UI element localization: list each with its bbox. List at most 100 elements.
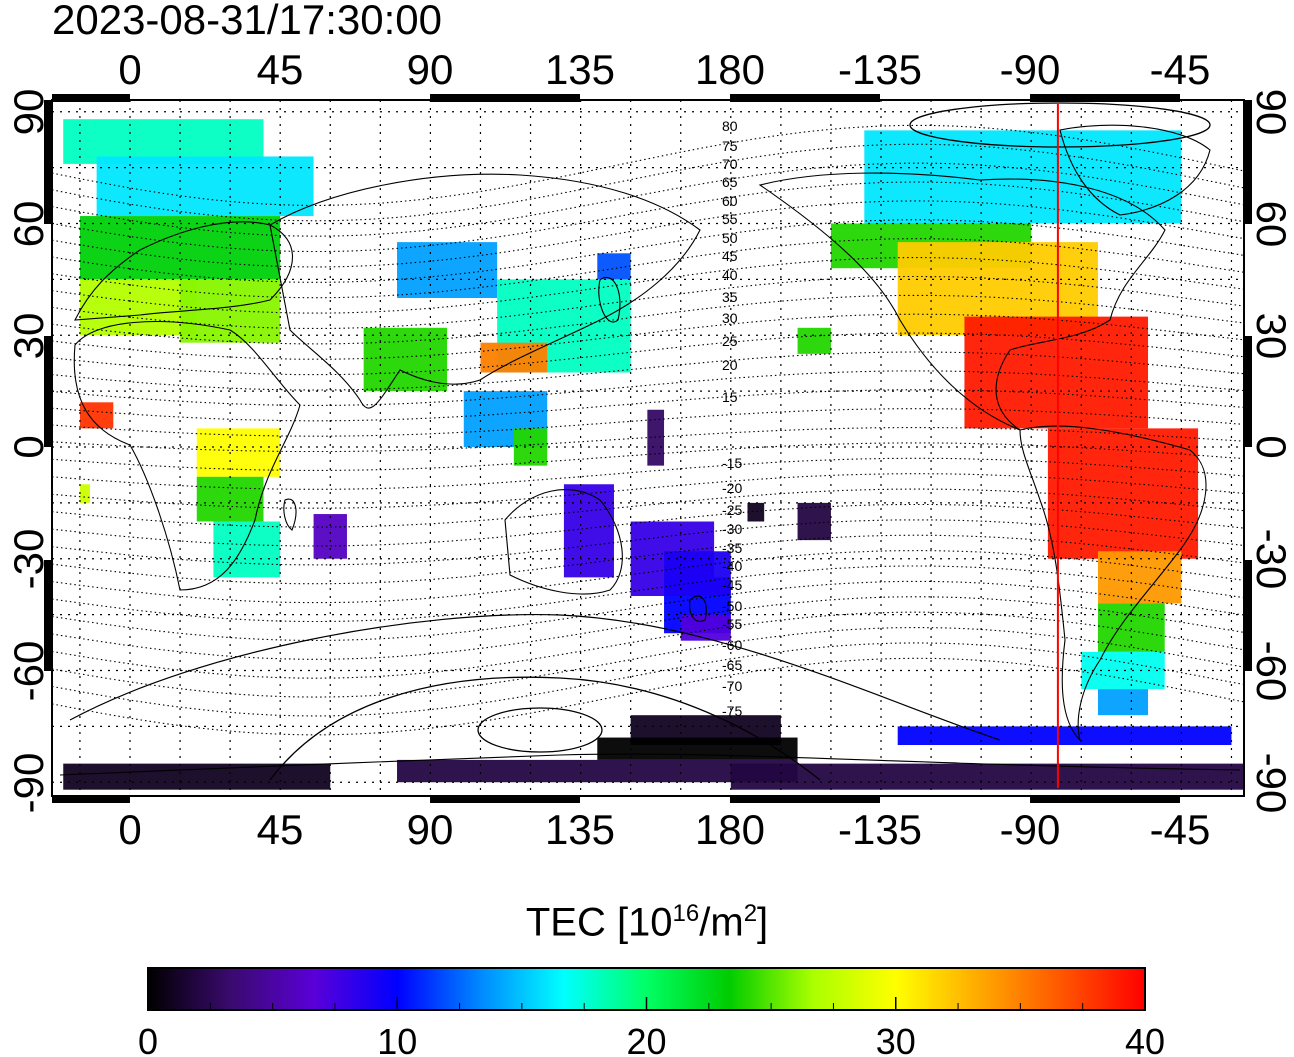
lat-tick-right: 90 (1248, 89, 1294, 136)
magnetic-contour (52, 257, 1244, 314)
lon-tick-top: 0 (118, 46, 141, 93)
lon-tick-bottom: 90 (407, 806, 454, 853)
tec-patch (1097, 551, 1182, 604)
colorbar-tick-label: 0 (138, 1021, 158, 1057)
tec-patch (747, 502, 765, 522)
contour-label: -55 (722, 616, 742, 632)
magnetic-contour (52, 370, 1244, 406)
map-frame (51, 99, 1245, 797)
contour-label: 40 (722, 267, 738, 283)
contour-label: 25 (722, 333, 738, 349)
lon-tick-top: 90 (407, 46, 454, 93)
coastline-australia (504, 489, 623, 595)
magnetic-contour (52, 442, 1244, 471)
contour-label: -35 (722, 540, 742, 556)
lon-tick-bottom: -135 (838, 806, 922, 853)
axis-bars (44, 94, 1252, 803)
lat-tick-right: 30 (1248, 313, 1294, 360)
lon-ticks-top: 0 45 90 135 180 -135 -90 -45 (118, 46, 1210, 93)
tec-patch (664, 551, 731, 596)
contour-label: 50 (722, 230, 738, 246)
top-axis-bar (52, 94, 130, 102)
lat-tick-left: -90 (5, 753, 52, 814)
tec-patch (480, 342, 548, 373)
lon-tick-bottom: 45 (257, 806, 304, 853)
north-pole-contour (909, 102, 1211, 148)
tec-patch (313, 514, 347, 559)
graticule (52, 100, 1244, 796)
lat-tick-left: -60 (5, 641, 52, 702)
magnetic-contour (52, 503, 1244, 547)
lon-ticks-bottom: 0 45 90 135 180 -135 -90 -45 (118, 806, 1210, 853)
contour-label: 55 (722, 211, 738, 227)
tec-patch (797, 327, 831, 354)
magnetic-contour (52, 332, 1244, 376)
magnetic-contour (52, 219, 1244, 283)
tec-patch (213, 521, 281, 578)
top-axis-bar (730, 94, 880, 102)
magnetic-contour (52, 519, 1244, 566)
colorbar-tick-label: 40 (1125, 1021, 1165, 1057)
south-pole-contour-inner (477, 707, 603, 753)
contour-label: -25 (722, 502, 742, 518)
colorbar-tick-label: 30 (876, 1021, 916, 1057)
contour-label: 15 (722, 389, 738, 405)
lat-tick-left: 0 (5, 435, 52, 458)
colorbar-title: TEC [1016/m2] (525, 900, 769, 945)
left-axis-bar (44, 336, 52, 447)
magnetic-contour (52, 473, 1244, 509)
magnetic-contour (52, 627, 1244, 698)
lat-tick-right: 0 (1248, 435, 1294, 458)
lat-tick-right: -90 (1248, 753, 1294, 814)
coastline-new-zealand (689, 595, 707, 622)
tec-patch (363, 327, 448, 392)
tec-patch (63, 763, 331, 790)
tec-patch (563, 484, 614, 578)
contour-label: 70 (722, 156, 738, 172)
tec-patch (1097, 689, 1149, 716)
lat-tick-right: 60 (1248, 201, 1294, 248)
lon-tick-top: 135 (545, 46, 615, 93)
magnetic-contour (52, 275, 1244, 330)
magnetic-contours (52, 102, 1244, 781)
coastline-south-america (1019, 425, 1207, 742)
south-pole-contour-outer (269, 676, 821, 781)
lat-tick-right: -30 (1248, 529, 1294, 590)
magnetic-contour (52, 181, 1244, 253)
lon-tick-top: -90 (1000, 46, 1061, 93)
coastline-north-america (758, 172, 1166, 431)
timestamp: 2023-08-31/17:30:00 (52, 0, 442, 43)
magnetic-contour (52, 200, 1244, 268)
contour-label: -50 (722, 598, 742, 614)
magnetic-contour (52, 389, 1244, 422)
lat-tick-left: 90 (5, 89, 52, 136)
magnetic-contour (52, 611, 1244, 679)
tec-patch (196, 428, 281, 477)
lon-tick-bottom: 135 (545, 806, 615, 853)
contour-label: -20 (722, 480, 742, 496)
magnetic-contour (52, 565, 1244, 623)
tec-patch (79, 279, 197, 336)
coastline-africa (73, 321, 301, 591)
tec-patch (797, 502, 831, 541)
contour-label: 20 (722, 357, 738, 373)
colorbar-ticks: 0 10 20 30 40 (138, 997, 1165, 1057)
contour-label: 65 (722, 174, 738, 190)
lon-tick-top: -135 (838, 46, 922, 93)
bottom-axis-bar (1030, 795, 1180, 803)
left-axis-bar (44, 560, 52, 671)
contour-label: -65 (722, 657, 742, 673)
contour-label: -40 (722, 558, 742, 574)
coastlines (59, 124, 1241, 776)
top-axis-bar (1030, 94, 1180, 102)
bottom-axis-bar (730, 795, 880, 803)
contour-label: -70 (722, 678, 742, 694)
coastline-madagascar (283, 498, 297, 531)
contour-label: 35 (722, 289, 738, 305)
lat-ticks-right: 90 60 30 0 -30 -60 -90 (1248, 89, 1294, 814)
top-axis-bar (430, 94, 580, 102)
lon-tick-bottom: -45 (1150, 806, 1211, 853)
right-axis-bar (1244, 100, 1252, 224)
magnetic-contour (52, 457, 1244, 490)
